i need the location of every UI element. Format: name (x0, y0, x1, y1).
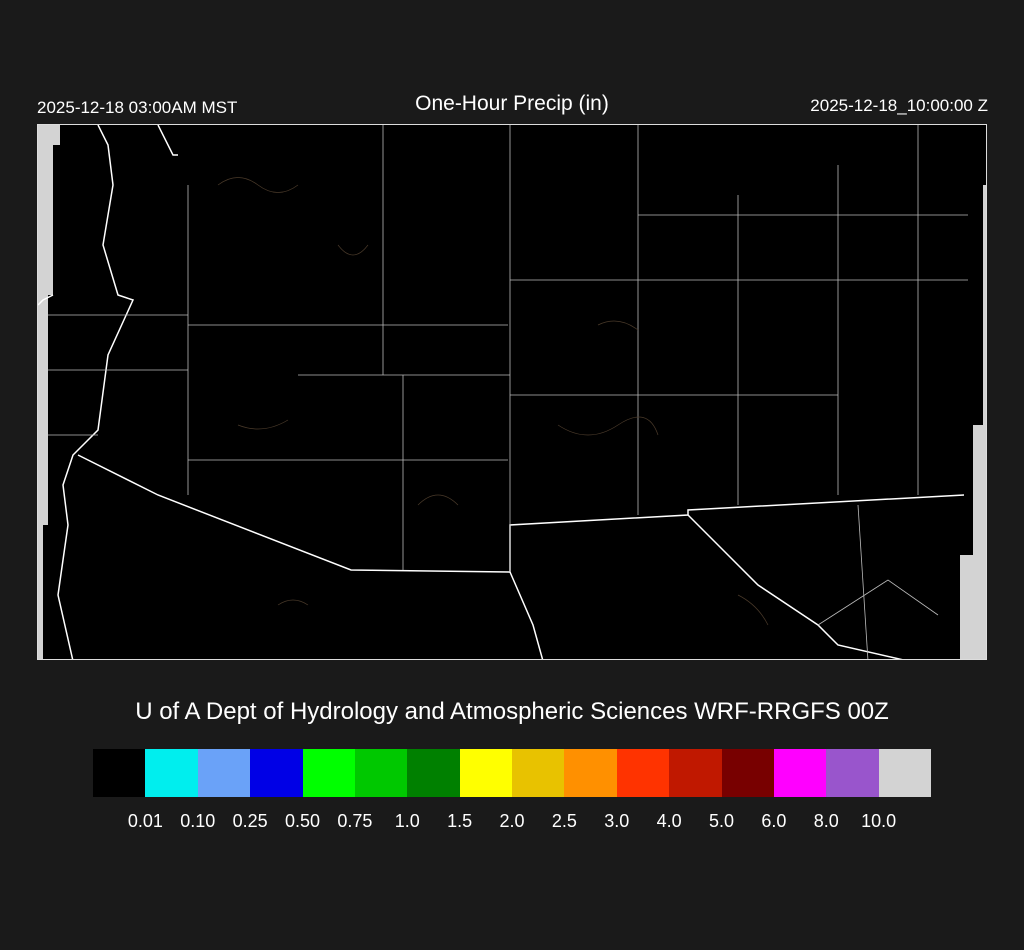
colorbar-label: 0.01 (127, 811, 163, 831)
colorbar-label: 1.0 (394, 811, 420, 831)
colorbar-swatch (93, 749, 146, 797)
colorbar-swatch (773, 749, 827, 797)
colorbar-label: 0.10 (180, 811, 216, 831)
colorbar-swatch (145, 749, 198, 797)
colorbar-label: 5.0 (708, 811, 735, 831)
colorbar-label: 10.0 (861, 811, 897, 831)
colorbar-label: 3.0 (604, 811, 630, 831)
colorbar-label: 0.75 (337, 811, 373, 831)
colorbar-swatch (250, 749, 303, 797)
colorbar-swatch (878, 749, 931, 797)
colorbar-label: 0.25 (232, 811, 268, 831)
colorbar-swatch (616, 749, 670, 797)
colorbar-label: 8.0 (813, 811, 839, 831)
colorbar-swatch (512, 749, 565, 797)
colorbar-label: 6.0 (761, 811, 787, 831)
utc-valid-time: 2025-12-18_10:00:00 Z (810, 96, 988, 115)
colorbar-label: 1.5 (447, 811, 473, 831)
model-credit: U of A Dept of Hydrology and Atmospheric… (135, 698, 889, 725)
colorbar-swatch (564, 749, 617, 797)
colorbar-label: 2.0 (499, 811, 525, 831)
colorbar-label: 0.50 (284, 811, 321, 831)
colorbar (93, 749, 931, 797)
colorbar-label: 2.5 (551, 811, 577, 831)
colorbar-swatch (407, 749, 460, 797)
colorbar-label: 4.0 (656, 811, 682, 831)
colorbar-swatch (459, 749, 512, 797)
precip-map (37, 124, 987, 660)
colorbar-swatch (669, 749, 722, 797)
local-valid-time: 2025-12-18 03:00AM MST (37, 98, 238, 117)
colorbar-swatch (721, 749, 774, 797)
state-county-lines (48, 125, 968, 659)
terrain-contours (217, 177, 769, 626)
colorbar-swatch (302, 749, 355, 797)
no-data-right (960, 185, 986, 659)
no-data-left (38, 125, 60, 659)
colorbar-swatch (826, 749, 879, 797)
map-title: One-Hour Precip (in) (415, 92, 609, 115)
map-borders (38, 125, 986, 659)
colorbar-swatch (197, 749, 251, 797)
colorbar-swatch (354, 749, 408, 797)
coastline-and-borders (38, 125, 965, 659)
